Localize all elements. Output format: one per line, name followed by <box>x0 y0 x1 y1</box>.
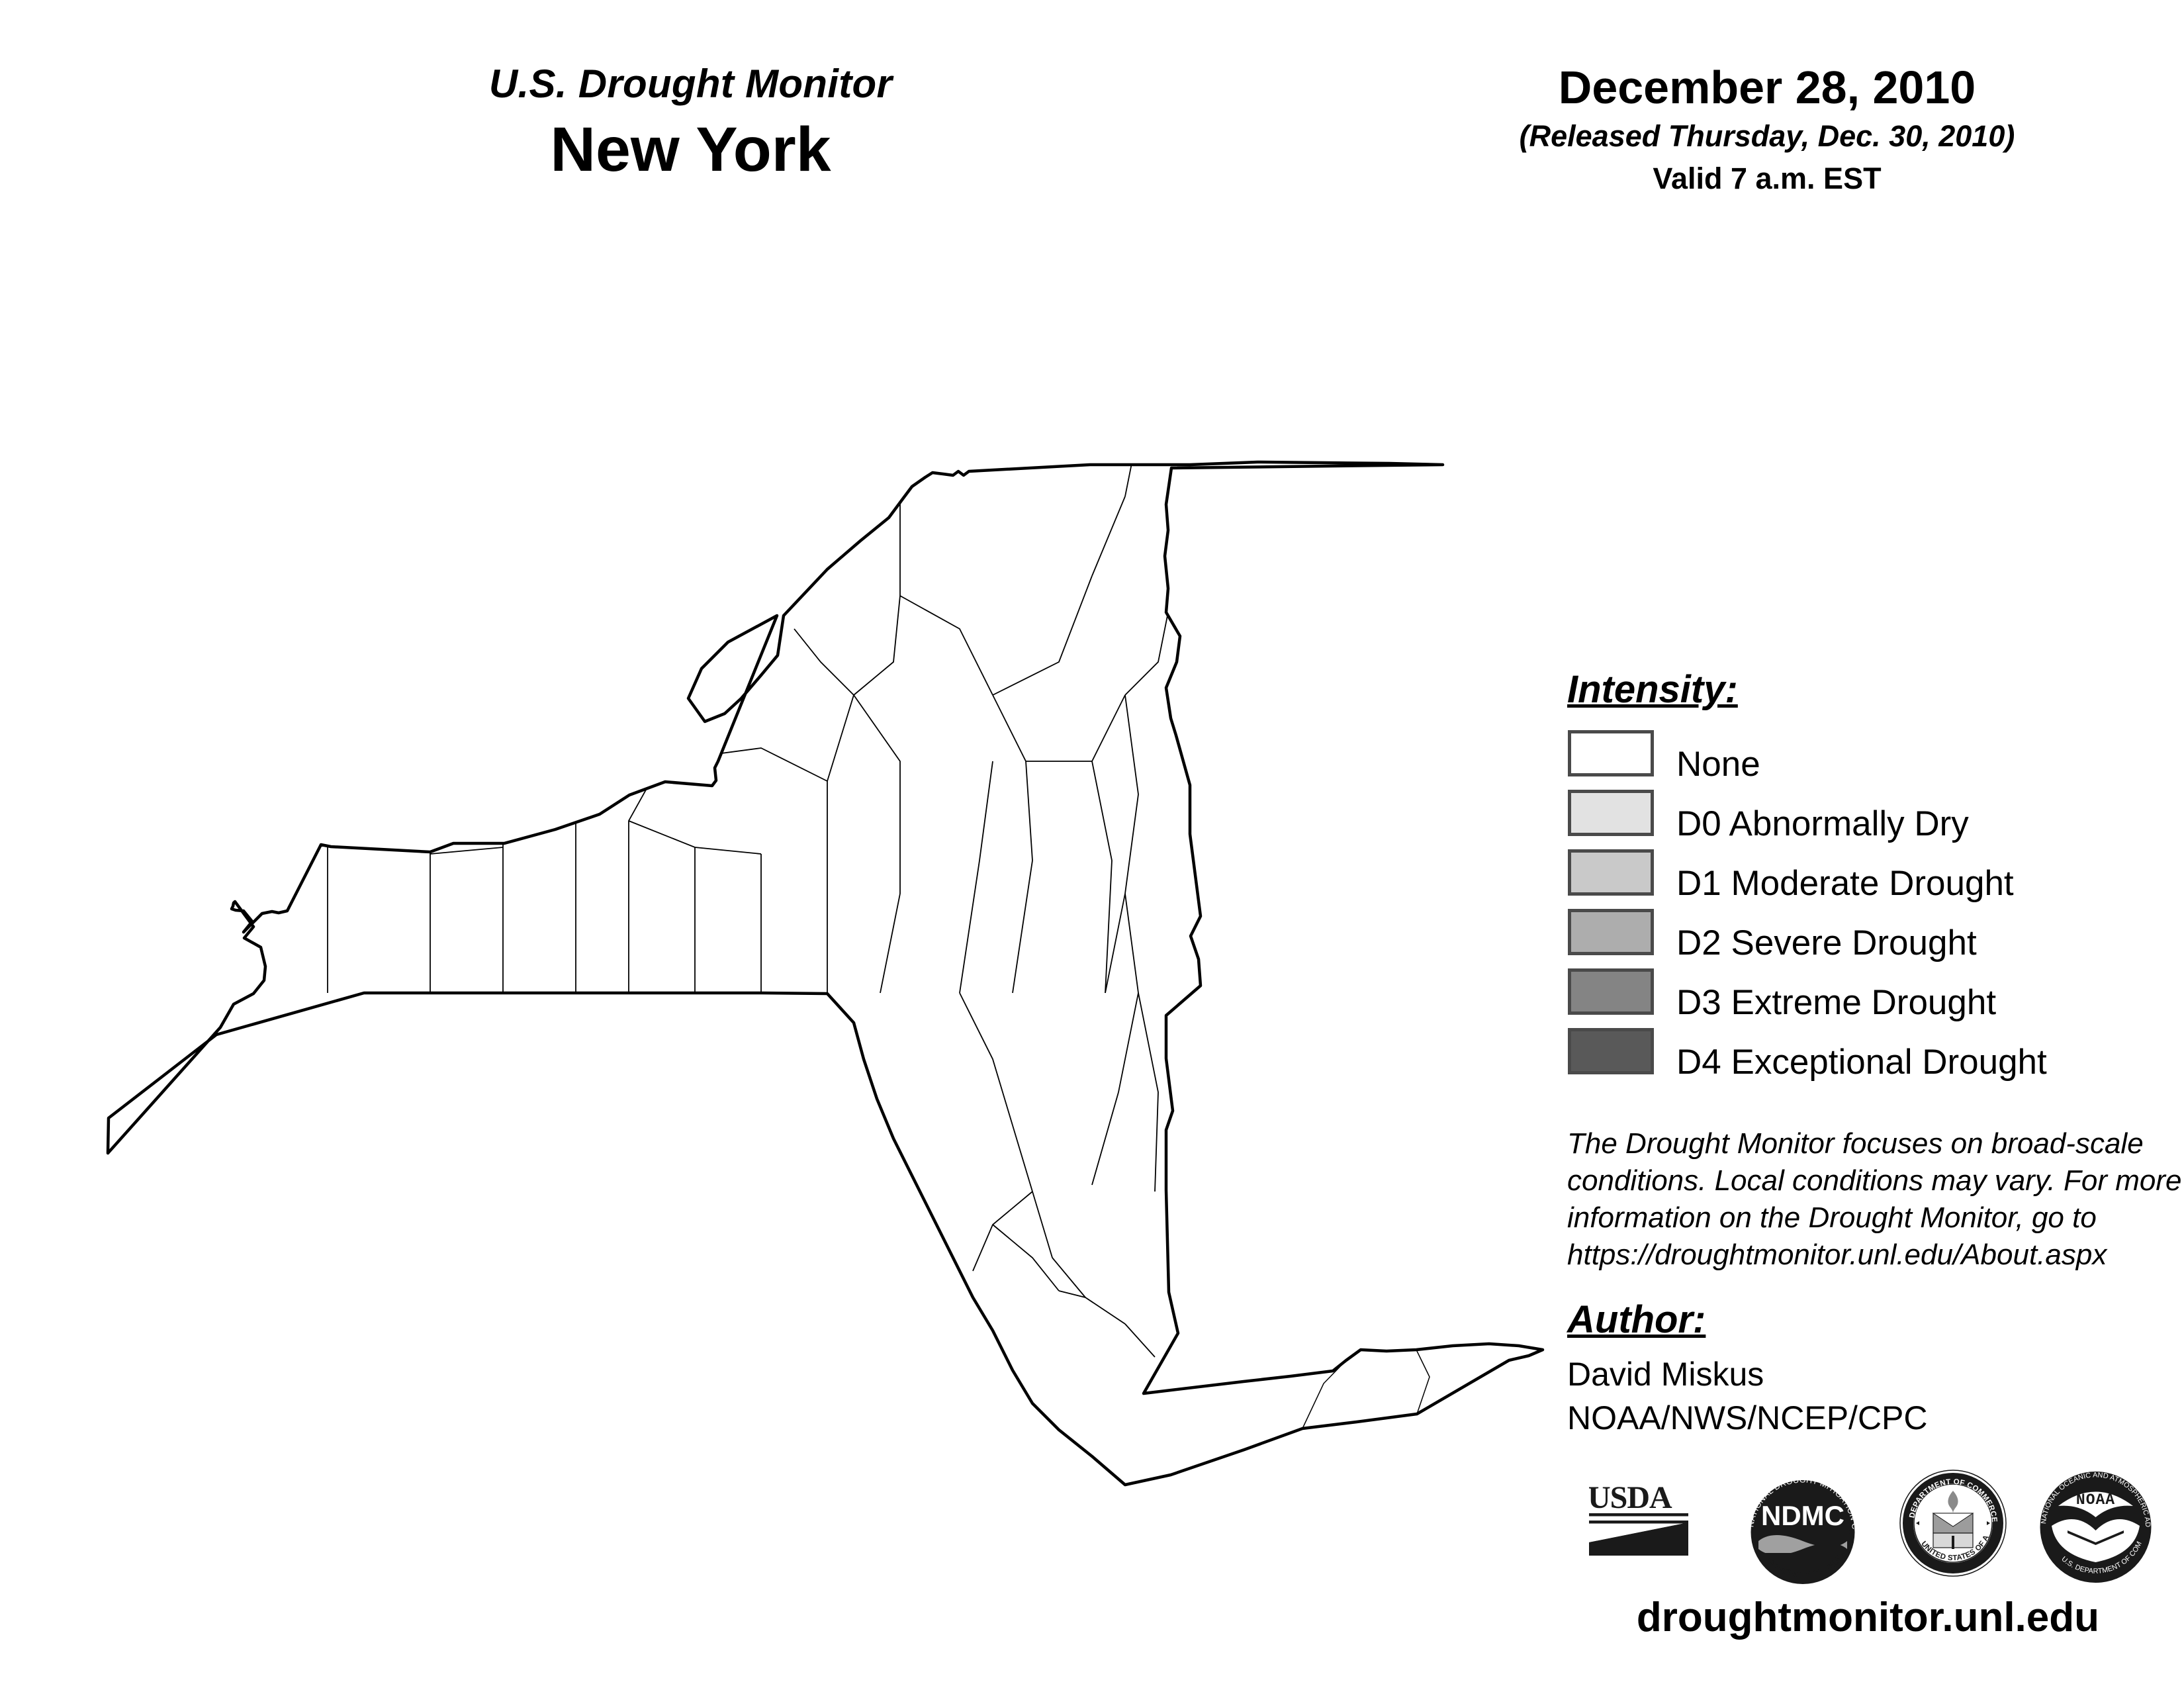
svg-text:NDMC: NDMC <box>1761 1500 1844 1531</box>
svg-text:USDA: USDA <box>1589 1481 1672 1515</box>
svg-text:NOAA: NOAA <box>2076 1491 2115 1509</box>
